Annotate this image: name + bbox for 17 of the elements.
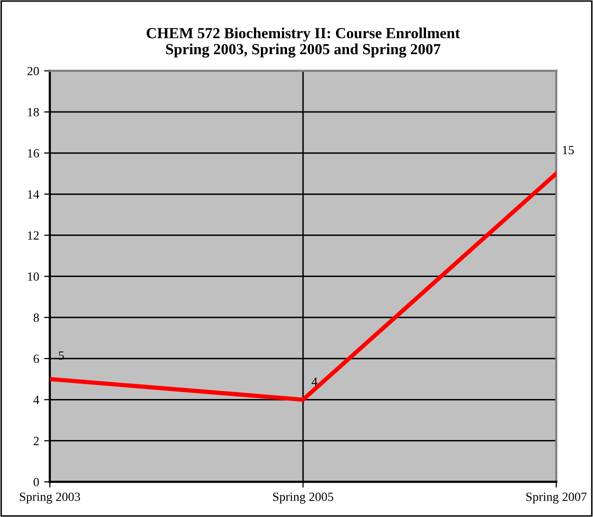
data-label: 4 (312, 378, 318, 386)
y-tick-label: 4 (33, 396, 40, 404)
x-tick-label: Spring 2007 (526, 492, 587, 504)
x-tick-label: Spring 2003 (20, 492, 80, 504)
y-tick-label: 16 (28, 149, 40, 158)
y-tick-label: 20 (27, 66, 39, 76)
chart-title: CHEM 572 Biochemistry II: Course Enrollment Spring 2003, Spring 2005 and Spring 2007 (146, 28, 460, 58)
y-tick-label: 8 (34, 313, 39, 322)
x-tick-label: Spring 2005 (273, 492, 334, 504)
y-tick-label: 14 (28, 190, 40, 198)
data-label: 15 (562, 146, 574, 154)
y-tick-label: 6 (34, 354, 40, 363)
y-tick-label: 0 (34, 478, 39, 486)
y-tick-label: 18 (28, 108, 39, 116)
y-tick-label: 2 (34, 436, 39, 446)
y-tick-label: 12 (28, 231, 39, 240)
y-tick-label: 10 (28, 272, 39, 281)
